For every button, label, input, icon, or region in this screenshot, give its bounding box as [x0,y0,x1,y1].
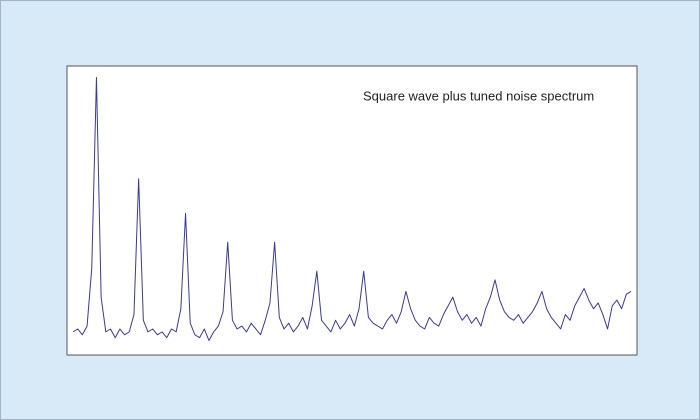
spectrum-line [72,77,632,342]
plot-area [66,65,638,356]
chart-title: Square wave plus tuned noise spectrum [363,88,594,103]
